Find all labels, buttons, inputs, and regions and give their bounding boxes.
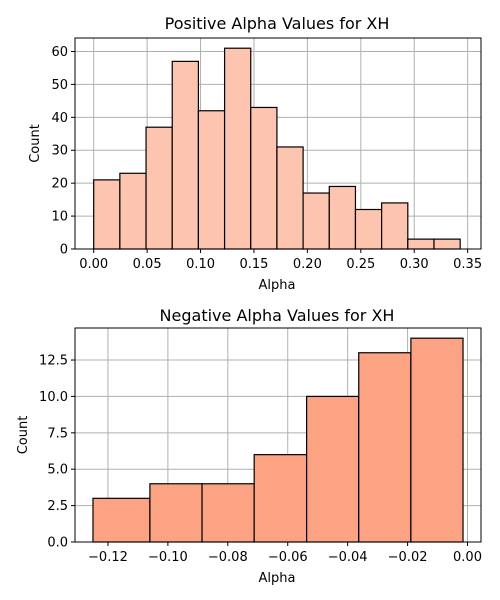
x-tick-label: 0.00 — [79, 257, 108, 272]
x-axis-label: Alpha — [259, 571, 296, 586]
histogram-bar — [381, 202, 409, 250]
negative-alpha-histogram: Negative Alpha Values for XH −0.12 −0.10 −… — [16, 306, 482, 586]
y-axis-label: Count — [28, 124, 43, 163]
histogram-bar — [306, 395, 360, 543]
x-tick-label: 0.20 — [293, 257, 322, 272]
y-tick-label: 12.5 — [39, 354, 68, 369]
y-tick-label: 5.0 — [47, 463, 68, 478]
histogram-bar — [201, 483, 255, 543]
histogram-bar — [328, 185, 357, 250]
histogram-bar — [119, 172, 147, 250]
histogram-bar — [276, 146, 304, 250]
histogram-bar — [410, 337, 464, 543]
positive-alpha-histogram: Positive Alpha Values for XH 0.00 0.05 0.1… — [28, 14, 482, 293]
y-tick-label: 0 — [60, 243, 68, 258]
y-tick-label: 30 — [51, 144, 68, 159]
histogram-bar — [433, 238, 461, 250]
histogram-bar — [171, 60, 200, 250]
x-tick-label: −0.06 — [268, 550, 308, 565]
x-tick-label: −0.10 — [148, 550, 188, 565]
histogram-bar — [302, 192, 330, 250]
x-tick-label: 0.25 — [346, 257, 375, 272]
histogram-bar — [358, 352, 412, 543]
histogram-bar — [250, 106, 278, 250]
x-tick-label: 0.15 — [239, 257, 268, 272]
chart-title: Negative Alpha Values for XH — [160, 306, 395, 325]
y-tick-label: 7.5 — [47, 426, 68, 441]
x-tick-label: −0.04 — [328, 550, 368, 565]
histogram-bar — [93, 179, 121, 250]
histogram-bar — [223, 47, 252, 250]
x-tick-label: 0.35 — [453, 257, 482, 272]
histogram-bar — [354, 208, 383, 250]
histogram-bar — [253, 454, 308, 543]
x-tick-label: 0.00 — [453, 550, 482, 565]
plot-frame — [74, 327, 482, 543]
histogram-bar — [145, 126, 173, 250]
x-tick-label: −0.02 — [388, 550, 428, 565]
y-tick-label: 20 — [51, 177, 68, 192]
y-tick-label: 40 — [51, 111, 68, 126]
x-tick-label: 0.30 — [400, 257, 429, 272]
y-tick-label: 60 — [51, 45, 68, 60]
x-tick-label: 0.10 — [186, 257, 215, 272]
histogram-bar — [407, 238, 435, 250]
histogram-bar — [92, 497, 151, 543]
histogram-bar — [197, 110, 226, 250]
x-tick-label: −0.08 — [208, 550, 248, 565]
y-tick-label: 10.0 — [39, 390, 68, 405]
x-axis-label: Alpha — [259, 278, 296, 293]
y-tick-label: 50 — [51, 78, 68, 93]
histogram-bar — [149, 483, 203, 543]
x-tick-label: −0.12 — [88, 550, 128, 565]
y-axis-label: Count — [16, 416, 31, 455]
y-tick-label: 10 — [51, 210, 68, 225]
chart-title: Positive Alpha Values for XH — [165, 14, 390, 33]
plot-frame — [74, 37, 482, 250]
x-tick-label: 0.05 — [133, 257, 162, 272]
y-tick-label: 0.0 — [47, 536, 68, 551]
y-tick-label: 2.5 — [47, 499, 68, 514]
